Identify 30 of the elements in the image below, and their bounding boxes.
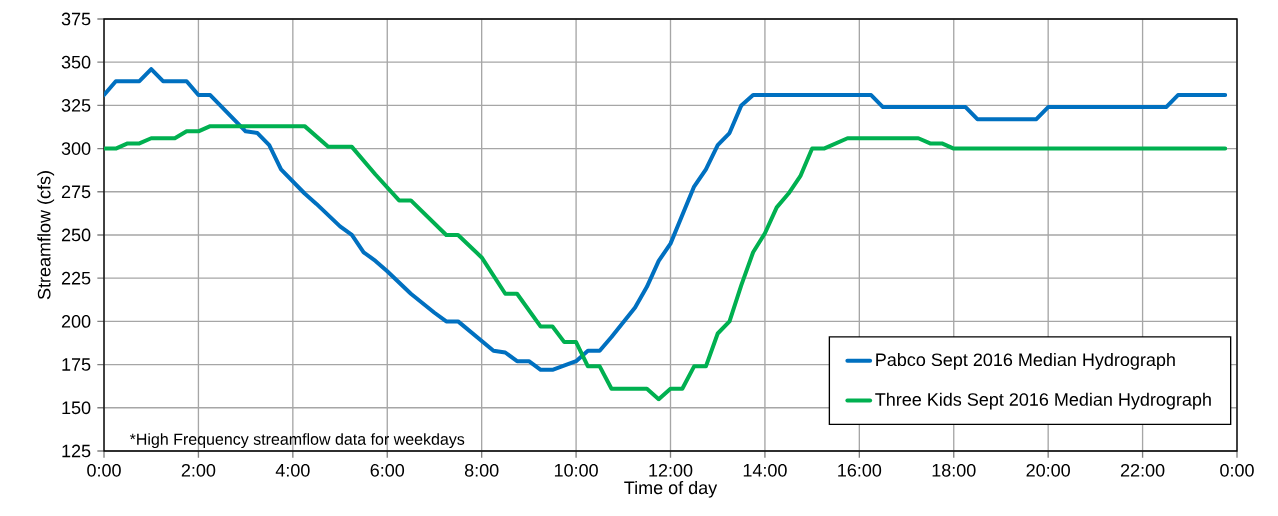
line-series <box>104 67 1228 372</box>
y-tick-label: 175 <box>62 358 91 371</box>
x-tick-label: 4:00 <box>275 463 310 477</box>
x-tick-label: 2:00 <box>181 463 216 477</box>
y-tick-label: 125 <box>62 444 91 458</box>
annotation: *High Frequency streamflow data for weekdays <box>129 433 465 449</box>
y-tick-label: 250 <box>61 228 91 242</box>
x-tick-label: 12:00 <box>649 463 693 477</box>
x-tick-label: 14:00 <box>743 463 787 477</box>
y-tick-label: 375 <box>61 12 91 26</box>
legend-label: Pabco Sept 2016 Median Hydrograph <box>876 352 1175 370</box>
y-tick-label: 200 <box>61 315 91 328</box>
y-tick-label: 225 <box>61 271 91 285</box>
x-tick-label: 10:00 <box>554 463 598 477</box>
y-tick-label: 275 <box>61 185 91 199</box>
legend-label: Three Kids Sept 2016 Median Hydrograph <box>875 392 1211 410</box>
y-tick-label: 150 <box>62 401 91 415</box>
x-axis-title: Time of day <box>624 480 718 498</box>
y-tick-label: 300 <box>61 142 91 155</box>
x-tick-label: 6:00 <box>370 463 405 477</box>
x-tick-label: 18:00 <box>932 463 976 477</box>
x-tick-label: 0:00 <box>1220 463 1254 477</box>
y-axis-title: Streamflow (cfs) <box>37 171 55 300</box>
y-tick-label: 325 <box>61 99 91 112</box>
x-tick-label: 20:00 <box>1026 463 1070 477</box>
x-tick-label: 8:00 <box>464 463 499 477</box>
x-tick-label: 16:00 <box>838 463 882 477</box>
x-tick-label: 0:00 <box>87 463 121 477</box>
x-tick-label: 22:00 <box>1120 463 1165 477</box>
y-tick-label: 350 <box>61 55 91 69</box>
